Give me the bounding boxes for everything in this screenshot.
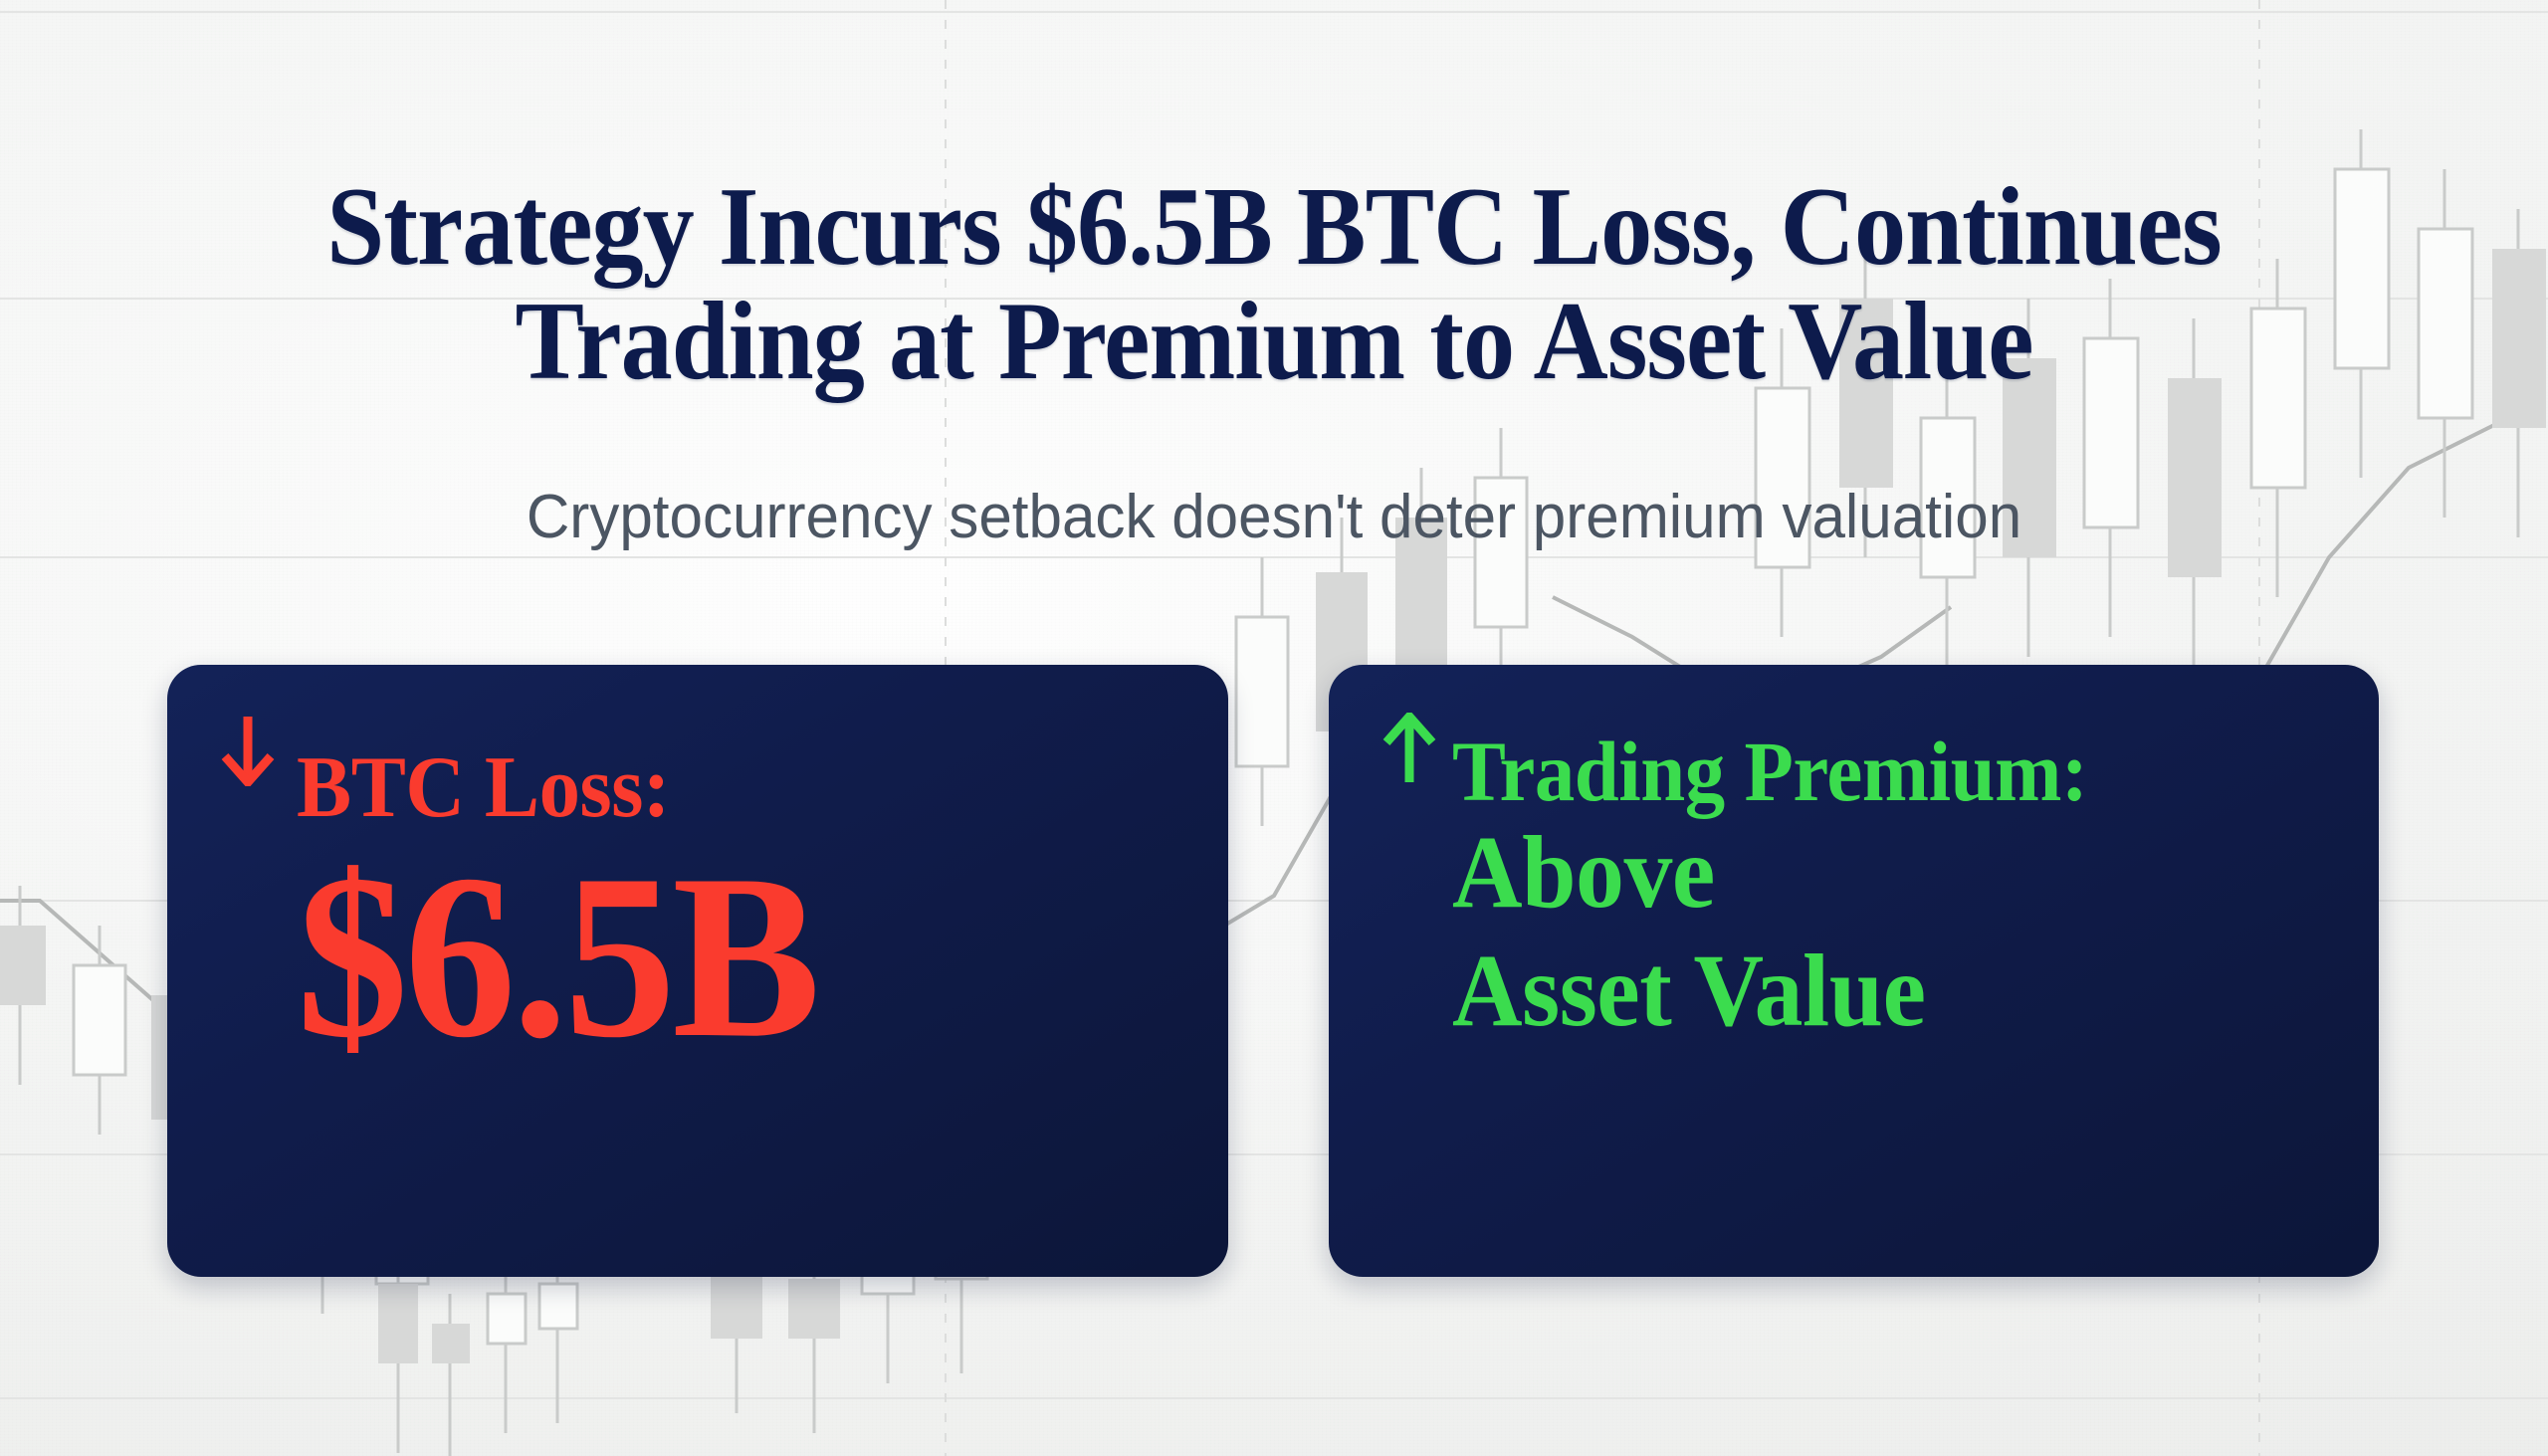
stat-card-trading-premium: Trading Premium: Above Asset Value (1329, 665, 2379, 1277)
arrow-up-icon (1380, 713, 1438, 786)
stat-value-trading-premium-line-1: Above (1452, 815, 1715, 930)
stat-card-trading-premium-body: Trading Premium: Above Asset Value (1452, 728, 2345, 1050)
arrow-down-icon (219, 713, 277, 786)
page-subtitle: Cryptocurrency setback doesn't deter pre… (526, 483, 2022, 551)
stat-card-btc-loss-body: BTC Loss: $6.5B (297, 739, 1194, 1087)
headline-line-1: Strategy Incurs $6.5B BTC Loss, Continue… (326, 165, 2222, 290)
stat-label-btc-loss: BTC Loss: (297, 739, 671, 836)
stat-card-btc-loss: BTC Loss: $6.5B (167, 665, 1228, 1277)
stat-value-btc-loss: $6.5B (297, 827, 821, 1087)
stat-value-trading-premium-line-2: Asset Value (1452, 933, 1926, 1048)
chart-gridlines-vertical (945, 0, 2260, 1456)
headline-line-2: Trading at Premium to Asset Value (515, 280, 2034, 404)
stat-label-trading-premium: Trading Premium: (1452, 724, 2088, 819)
page-title: Strategy Incurs $6.5B BTC Loss, Continue… (90, 165, 2459, 404)
